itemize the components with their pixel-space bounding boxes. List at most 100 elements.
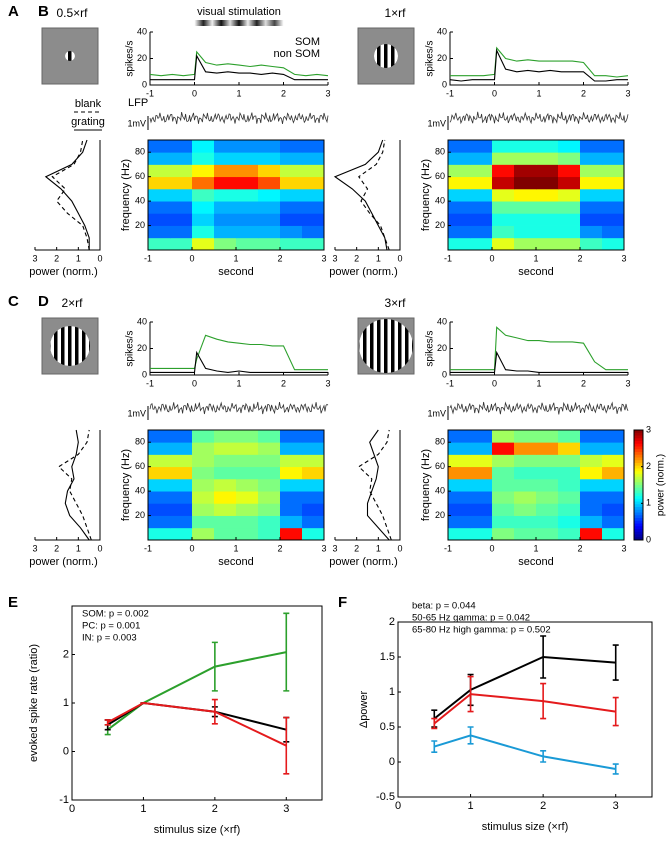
error-bar bbox=[431, 717, 438, 730]
heatmap-cell bbox=[536, 213, 559, 226]
heatmap-cell bbox=[580, 503, 603, 516]
heatmap-cell bbox=[214, 213, 237, 226]
y-axis-label: frequency (Hz) bbox=[120, 159, 132, 231]
heatmap-cell bbox=[492, 140, 515, 153]
y-tick-label: 2 bbox=[389, 616, 395, 628]
power-profile bbox=[333, 139, 388, 251]
x-tick-label: 0 bbox=[492, 378, 497, 388]
error-bar bbox=[211, 698, 218, 725]
grating-stripe bbox=[89, 326, 90, 366]
x-tick-label: 1 bbox=[236, 88, 241, 98]
heatmap-cell bbox=[492, 152, 515, 165]
heatmap-cell bbox=[170, 466, 193, 480]
heatmap-cell bbox=[470, 430, 493, 443]
heatmap-cell bbox=[192, 237, 215, 251]
heatmap-cell bbox=[492, 176, 515, 190]
heatmap-cell bbox=[492, 201, 515, 214]
x-tick-label: 3 bbox=[621, 543, 626, 553]
grating-stripe bbox=[384, 319, 388, 373]
colorbar-step bbox=[634, 441, 643, 445]
heatmap-cell bbox=[602, 515, 625, 529]
heatmap-cell bbox=[236, 491, 259, 504]
grating-stripe bbox=[82, 326, 86, 366]
heatmap-cell bbox=[470, 442, 493, 455]
grating-stripe bbox=[359, 319, 360, 373]
x-tick-label: 3 bbox=[332, 253, 337, 263]
colorbar-step bbox=[634, 534, 643, 538]
heatmap-cell bbox=[236, 454, 259, 468]
power-profile bbox=[357, 429, 392, 541]
heatmap-cell bbox=[258, 188, 281, 202]
heatmap-cell bbox=[558, 442, 581, 455]
heatmap-cell bbox=[148, 213, 171, 226]
heatmap-cell bbox=[536, 140, 559, 153]
error-bar bbox=[283, 612, 290, 692]
legend-entry: beta: p = 0.044 bbox=[412, 601, 476, 612]
heatmap-cell bbox=[448, 213, 471, 226]
heatmap-cell bbox=[580, 430, 603, 443]
heatmap-cell bbox=[558, 225, 581, 239]
series-line bbox=[433, 655, 616, 720]
heatmap-cell bbox=[280, 213, 303, 226]
heatmap-cell bbox=[148, 188, 171, 202]
heatmap-cell bbox=[602, 503, 625, 516]
heatmap-cell bbox=[214, 515, 237, 529]
panel-letter: D bbox=[38, 293, 49, 310]
heatmap-cell bbox=[470, 466, 493, 480]
x-tick-label: 3 bbox=[325, 88, 330, 98]
legend-entry: 50-65 Hz gamma: p = 0.042 bbox=[412, 613, 530, 624]
y-tick-label: 40 bbox=[137, 26, 147, 36]
y-tick-label: 40 bbox=[435, 485, 445, 495]
grating-stripe bbox=[391, 319, 395, 373]
heatmap-cell bbox=[536, 454, 559, 468]
x-tick-label: 1 bbox=[533, 543, 538, 553]
heatmap-cell bbox=[602, 213, 625, 226]
colorbar-tick-label: 0 bbox=[646, 534, 651, 544]
x-tick-label: -1 bbox=[444, 543, 452, 553]
heatmap-cell bbox=[236, 478, 259, 492]
colorbar-step bbox=[634, 518, 643, 522]
panel-title: 0.5×rf bbox=[56, 6, 88, 20]
x-axis-label: second bbox=[518, 266, 553, 278]
heatmap-cell bbox=[236, 442, 259, 455]
heatmap-cell bbox=[236, 503, 259, 516]
grating-stripe bbox=[75, 326, 79, 366]
y-tick-label: 0 bbox=[389, 756, 395, 768]
heatmap-cell bbox=[170, 430, 193, 443]
spike-trace bbox=[149, 50, 329, 77]
y-tick-label: 40 bbox=[435, 195, 445, 205]
error-bar bbox=[612, 696, 619, 727]
y-tick-label: 0.5 bbox=[380, 721, 395, 733]
heatmap-cell bbox=[170, 152, 193, 165]
heatmap-cell bbox=[492, 213, 515, 226]
heatmap-cell bbox=[258, 442, 281, 455]
heatmap-cell bbox=[602, 152, 625, 165]
grating-stripe bbox=[61, 326, 65, 366]
y-tick-label: 80 bbox=[435, 147, 445, 157]
heatmap-cell bbox=[280, 491, 303, 504]
heatmap-cell bbox=[470, 225, 493, 239]
error-bar bbox=[540, 635, 547, 679]
heatmap-cell bbox=[280, 140, 303, 153]
grating-stripe bbox=[363, 319, 367, 373]
legend-entry: IN: p = 0.003 bbox=[82, 633, 137, 644]
grating-stripe bbox=[405, 319, 409, 373]
heatmap-cell bbox=[258, 176, 281, 190]
legend-entry: SOM: p = 0.002 bbox=[82, 609, 149, 620]
heatmap-cell bbox=[280, 515, 303, 529]
heatmap-cell bbox=[602, 527, 625, 541]
y-tick-label: 20 bbox=[437, 53, 447, 63]
x-tick-label: 3 bbox=[332, 543, 337, 553]
heatmap-cell bbox=[536, 176, 559, 190]
heatmap-cell bbox=[536, 188, 559, 202]
heatmap-cell bbox=[602, 430, 625, 443]
y-tick-label: 40 bbox=[135, 485, 145, 495]
x-tick-label: -1 bbox=[444, 253, 452, 263]
x-tick-label: 0 bbox=[489, 543, 494, 553]
heatmap-cell bbox=[448, 478, 471, 492]
x-tick-label: 2 bbox=[577, 543, 582, 553]
colorbar-tick-label: 2 bbox=[646, 461, 651, 471]
x-tick-label: 2 bbox=[277, 543, 282, 553]
heatmap-cell bbox=[492, 442, 515, 455]
heatmap-cell bbox=[514, 527, 537, 541]
